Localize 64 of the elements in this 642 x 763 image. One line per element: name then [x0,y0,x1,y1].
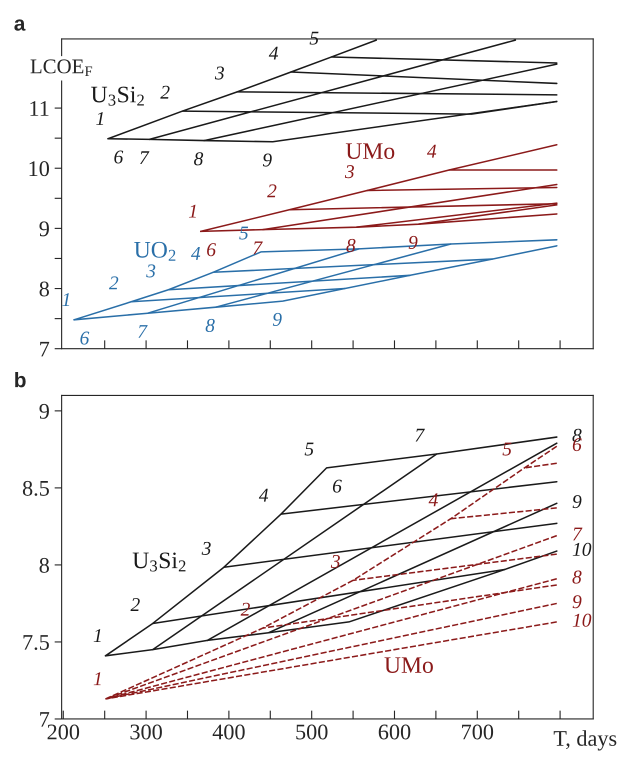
annotation: 2 [108,276,118,290]
annotation: 2 [160,86,170,99]
x-tick-label: 400 [212,724,245,740]
annotation: 1 [96,112,104,125]
y-tick-label: 11 [30,101,48,116]
y-tick-label: 8 [40,281,49,296]
y-axis-title: LCOE$_{F}$ [30,59,92,76]
annotation: 9 [572,595,582,608]
x-tick-label: 200 [48,724,80,740]
annotation: 8 [206,318,215,332]
annotation: 6 [207,243,216,256]
annotation: 7 [573,528,582,540]
annotation: 7 [254,241,263,254]
x-axis-title: T, days [554,730,616,751]
annotation: 9 [272,312,282,326]
annotation: 6 [80,332,90,345]
annotation: 4 [190,247,200,260]
y-tick-label: 9 [39,404,49,419]
annotation: 6 [114,150,124,164]
annotation: 6 [332,480,342,493]
x-tick-label: 300 [130,724,162,740]
y-tick-label: 8.5 [22,480,49,496]
annotation: 4 [428,493,438,506]
y-tick-label: 9 [39,221,49,236]
y-tick-label: 8 [40,558,49,573]
chart-title: a [14,19,26,31]
annotation: 8 [572,570,582,584]
x-tick-label: 500 [296,724,328,740]
text: UMo [384,657,433,674]
annotation: 3 [344,165,354,178]
series-label: UO$_{2}$ [134,242,176,261]
x-tick-label: 700 [462,724,494,740]
annotation: 2 [130,598,140,611]
series-label: U$_{3}$Si$_{2}$ [132,552,186,572]
annotation: 3 [146,264,156,278]
y-tick-label: 7.5 [24,635,49,650]
chart-title: b [15,372,26,388]
annotation: 1 [188,204,196,218]
annotation: 9 [262,154,272,167]
annotation: 7 [416,428,425,442]
x-tick-label: 600 [378,724,410,740]
annotation: 2 [267,184,276,198]
annotation: 1 [94,629,101,642]
annotation: 9 [572,495,582,508]
annotation: 8 [194,152,204,166]
annotation: 3 [214,66,224,80]
annotation: 3 [202,542,211,555]
annotation: 4 [426,144,436,158]
annotation: 5 [502,442,512,456]
annotation: 10 [572,614,592,627]
y-tick-label: 7 [40,342,50,356]
annotation: 5 [304,442,314,456]
annotation: 1 [94,672,101,686]
series-label: UMo [346,143,394,160]
annotation: 10 [572,542,592,556]
annotation: 3 [330,554,340,568]
annotation: 4 [258,488,268,502]
annotation: 7 [140,151,150,164]
annotation: 1 [62,293,70,306]
annotation: 7 [138,325,148,338]
y-tick-label: 7 [40,712,50,727]
y-tick-label: 10 [30,161,49,176]
legend-label: U$_{3}$Si$_{2}$ [91,86,144,106]
annotation: 4 [268,46,278,60]
